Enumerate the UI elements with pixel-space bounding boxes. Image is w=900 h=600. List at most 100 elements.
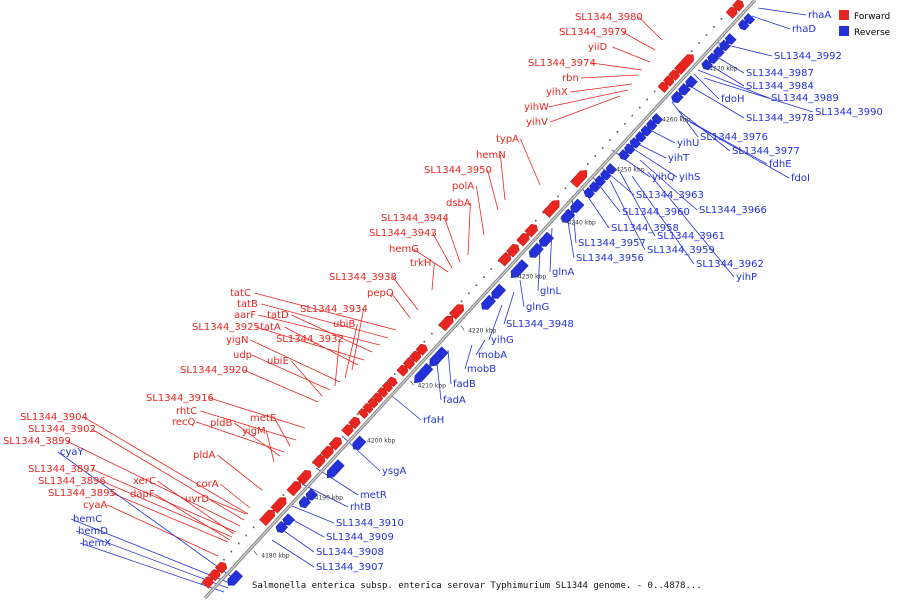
gene-label-yiht[interactable]: yihT [668,153,690,164]
gene-label-sl1344-3979[interactable]: SL1344_3979 [559,27,627,38]
gene-label-sl1344-3909[interactable]: SL1344_3909 [326,532,394,543]
gene-label-sl1344-3925[interactable]: SL1344_3925 [192,322,260,333]
reverse-gene-feature[interactable] [528,242,544,258]
forward-gene-feature[interactable] [367,397,379,409]
forward-gene-feature[interactable] [506,244,520,258]
reverse-gene-feature[interactable] [282,513,296,526]
gene-label-yihv[interactable]: yihV [526,117,548,128]
gene-label-yign[interactable]: yigN [226,335,249,346]
gene-label-rhad[interactable]: rhaD [792,24,816,35]
forward-gene-feature[interactable] [402,357,415,370]
forward-gene-feature[interactable] [570,170,588,188]
gene-label-sl1344-3910[interactable]: SL1344_3910 [336,518,404,529]
reverse-gene-feature[interactable] [491,283,507,299]
forward-gene-feature[interactable] [357,408,369,420]
gene-label-sl1344-3977[interactable]: SL1344_3977 [732,146,800,157]
gene-label-xerc[interactable]: xerC [133,476,156,487]
forward-gene-feature[interactable] [201,576,214,589]
gene-label-yihp[interactable]: yihP [736,272,757,283]
gene-label-ubib[interactable]: ubiB [333,319,355,330]
forward-gene-feature[interactable] [381,381,393,393]
forward-gene-feature[interactable] [320,446,334,460]
reverse-gene-feature[interactable] [429,346,449,367]
gene-label-sl1344-3908[interactable]: SL1344_3908 [316,547,384,558]
gene-label-sl1344-3904[interactable]: SL1344_3904 [20,412,88,423]
gene-label-typa[interactable]: typA [496,134,519,145]
gene-label-rbn[interactable]: rbn [562,73,579,84]
forward-gene-feature[interactable] [668,69,680,81]
gene-label-cyaa[interactable]: cyaA [83,500,108,511]
gene-label-mobb[interactable]: mobB [467,364,496,375]
gene-label-hemc[interactable]: hemC [73,514,102,525]
forward-gene-feature[interactable] [438,315,454,332]
gene-label-hemg[interactable]: hemG [389,244,419,255]
gene-label-yigm[interactable]: yigM [242,426,266,437]
gene-label-udp[interactable]: udp [233,350,252,361]
forward-gene-feature[interactable] [208,569,221,582]
gene-label-yihq[interactable]: yihQ [652,172,675,183]
reverse-gene-feature[interactable] [685,75,698,88]
gene-label-trkh[interactable]: trkH [410,258,431,269]
reverse-gene-feature[interactable] [594,175,607,187]
forward-gene-feature[interactable] [524,224,538,238]
gene-label-rhaa[interactable]: rhaA [808,10,831,21]
reverse-gene-feature[interactable] [724,33,737,45]
gene-label-sl1344-3934[interactable]: SL1344_3934 [300,304,368,315]
reverse-gene-feature[interactable] [678,82,691,96]
reverse-gene-feature[interactable] [570,198,585,213]
reverse-gene-feature[interactable] [671,90,684,104]
gene-label-sl1344-3957[interactable]: SL1344_3957 [578,238,646,249]
reverse-gene-feature[interactable] [707,52,719,64]
gene-label-yihs[interactable]: yihS [679,172,700,183]
forward-gene-feature[interactable] [497,253,512,267]
reverse-gene-feature[interactable] [352,435,367,450]
gene-label-fadb[interactable]: fadB [453,379,476,390]
gene-label-tatb[interactable]: tatB [237,299,258,310]
reverse-gene-feature[interactable] [510,259,529,278]
gene-label-yihx[interactable]: yihX [546,87,568,98]
gene-label-sl1344-3980[interactable]: SL1344_3980 [575,12,643,23]
forward-gene-feature[interactable] [214,561,228,575]
gene-label-sl1344-3976[interactable]: SL1344_3976 [700,132,768,143]
forward-gene-feature[interactable] [270,497,287,514]
forward-gene-feature[interactable] [516,233,530,247]
gene-label-sl1344-3961[interactable]: SL1344_3961 [657,231,725,242]
gene-label-sl1344-3960[interactable]: SL1344_3960 [622,207,690,218]
gene-label-cyay[interactable]: cyaY [60,447,85,458]
forward-gene-feature[interactable] [725,6,738,19]
reverse-gene-feature[interactable] [713,45,725,58]
reverse-gene-feature[interactable] [305,488,319,501]
forward-gene-feature[interactable] [409,350,422,363]
forward-gene-feature[interactable] [348,416,361,430]
reverse-gene-feature[interactable] [635,131,647,143]
gene-label-ubie[interactable]: ubiE [267,356,289,367]
reverse-gene-feature[interactable] [414,362,434,384]
gene-label-fdoh[interactable]: fdoH [721,94,745,105]
gene-label-hemx[interactable]: hemX [82,538,111,549]
gene-label-sl1344-3899[interactable]: SL1344_3899 [3,436,71,447]
reverse-gene-feature[interactable] [583,187,596,199]
reverse-gene-feature[interactable] [738,19,750,31]
gene-label-sl1344-3958[interactable]: SL1344_3958 [611,223,679,234]
forward-gene-feature[interactable] [311,455,326,469]
reverse-gene-feature[interactable] [539,231,555,247]
gene-label-sl1344-3920[interactable]: SL1344_3920 [180,365,248,376]
gene-label-fada[interactable]: fadA [443,395,466,406]
forward-gene-feature[interactable] [259,509,275,527]
forward-gene-feature[interactable] [386,376,398,388]
gene-label-sl1344-3907[interactable]: SL1344_3907 [316,562,384,573]
gene-label-metr[interactable]: metR [360,490,387,501]
forward-gene-feature[interactable] [415,343,428,356]
reverse-gene-feature[interactable] [605,163,618,175]
gene-label-fdoi[interactable]: fdoI [791,173,810,184]
forward-gene-feature[interactable] [542,200,560,218]
reverse-gene-feature[interactable] [646,119,658,131]
gene-label-sl1344-3962[interactable]: SL1344_3962 [696,259,764,270]
reverse-gene-feature[interactable] [298,495,312,509]
gene-label-cora[interactable]: corA [196,479,219,490]
gene-label-glna[interactable]: glnA [552,267,574,278]
gene-label-tatd[interactable]: tatD [267,310,289,321]
gene-label-yihg[interactable]: yihG [491,335,514,346]
gene-label-sl1344-3944[interactable]: SL1344_3944 [381,213,449,224]
gene-label-sl1344-3943[interactable]: SL1344_3943 [369,228,437,239]
